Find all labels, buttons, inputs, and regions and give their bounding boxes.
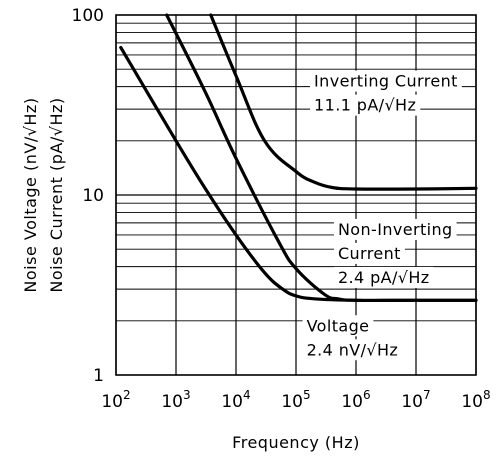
- annotation-background: [302, 339, 403, 361]
- x-tick-label: 106: [341, 388, 370, 412]
- annotation-background: [310, 70, 462, 92]
- annotation-0: Inverting Current 11.1 pA/√Hz: [310, 70, 462, 116]
- annotations: Inverting Current 11.1 pA/√Hz Non-Invertin…: [302, 70, 462, 361]
- annotation-background: [333, 242, 405, 264]
- y-axis-label-current: Noise Current (pA/√Hz): [47, 97, 66, 292]
- annotation-background: [333, 218, 457, 240]
- x-tick-label: 105: [281, 388, 310, 412]
- annotation-background: [302, 315, 374, 337]
- annotation-1: Non-Inverting Current 2.4 pA/√Hz: [333, 218, 457, 288]
- y-axis-label-voltage: Noise Voltage (nV/√Hz): [21, 97, 40, 292]
- annotation-text: Current: [338, 244, 401, 263]
- annotation-text: Voltage: [307, 316, 370, 335]
- y-tick-label: 10: [82, 186, 104, 206]
- x-axis-label: Frequency (Hz): [232, 433, 360, 452]
- x-tick-label: 104: [221, 388, 250, 412]
- annotation-background: [333, 266, 434, 288]
- series-line-non-inverting-current: [165, 13, 478, 303]
- annotation-2: Voltage 2.4 nV/√Hz: [302, 315, 403, 361]
- y-tick-label: 1: [93, 366, 104, 386]
- x-tick-label: 108: [461, 388, 490, 412]
- x-tick-labels: 102 103 104 105 106 107 108: [101, 388, 490, 412]
- annotation-text: 2.4 pA/√Hz: [338, 268, 430, 287]
- series-line-inverting-current: [209, 13, 478, 191]
- y-tick-labels: 1 10 100: [72, 6, 104, 386]
- annotation-text: 2.4 nV/√Hz: [307, 340, 399, 359]
- x-tick-label: 103: [161, 388, 190, 412]
- y-tick-label: 100: [72, 6, 104, 26]
- annotation-background: [310, 94, 421, 116]
- x-tick-label: 102: [101, 388, 130, 412]
- annotation-text: 11.1 pA/√Hz: [314, 96, 416, 115]
- x-tick-label: 107: [401, 388, 430, 412]
- grid: [115, 15, 477, 375]
- series-line-voltage: [119, 45, 478, 303]
- curves: [119, 13, 478, 303]
- plot-frame: [115, 14, 477, 376]
- annotation-text: Inverting Current: [314, 72, 458, 91]
- annotation-text: Non-Inverting: [338, 220, 453, 239]
